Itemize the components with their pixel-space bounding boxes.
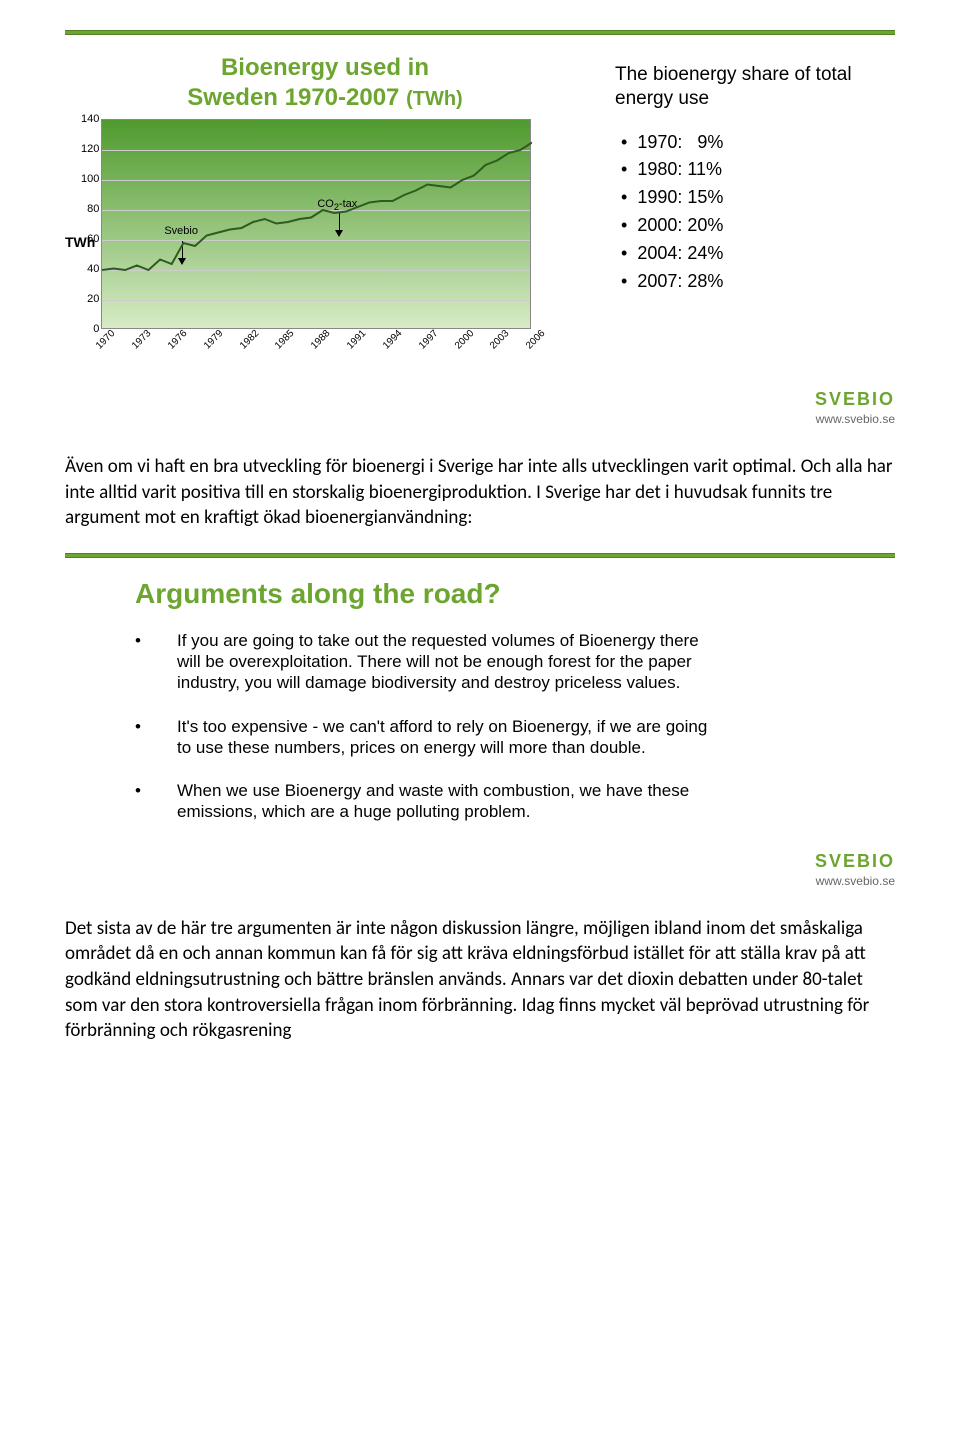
y-tick-label: 100 (81, 173, 99, 185)
arguments-title: Arguments along the road? (135, 578, 895, 610)
canvas-outer: Svebio CO2-tax 1970197319761979198219851… (101, 119, 531, 361)
chart-title-unit: (TWh) (406, 88, 463, 110)
share-bullet: 2004: 24% (621, 240, 895, 268)
chart-title-line1: Bioenergy used in (221, 54, 429, 81)
y-axis-ticks: 020406080100120140 (73, 119, 99, 329)
x-tick-label: 2006 (524, 328, 548, 352)
slide1-body: Bioenergy used in Sweden 1970-2007 (TWh)… (65, 53, 895, 361)
x-tick-label: 1994 (381, 328, 405, 352)
y-tick-label: 0 (93, 323, 99, 335)
chart-column: Bioenergy used in Sweden 1970-2007 (TWh)… (65, 53, 585, 361)
divider (65, 553, 895, 558)
x-tick-label: 1985 (273, 328, 297, 352)
share-column: The bioenergy share of total energy use … (585, 53, 895, 361)
x-tick-label: 2003 (488, 328, 512, 352)
y-tick-label: 40 (87, 263, 99, 275)
x-tick-label: 2000 (453, 328, 477, 352)
x-tick-label: 1979 (202, 328, 226, 352)
x-axis-ticks: 1970197319761979198219851988199119941997… (101, 331, 531, 361)
divider (65, 30, 895, 35)
x-tick-label: 1991 (345, 328, 369, 352)
slide-footer: SVEBIO www.svebio.se (65, 389, 895, 426)
paragraph-1: Även om vi haft en bra utveckling för bi… (65, 454, 895, 531)
slide-footer: SVEBIO www.svebio.se (65, 851, 895, 888)
slide-bioenergy-chart: Bioenergy used in Sweden 1970-2007 (TWh)… (65, 30, 895, 426)
share-bullet: 1990: 15% (621, 184, 895, 212)
y-tick-label: 120 (81, 143, 99, 155)
argument-item: It's too expensive - we can't afford to … (135, 716, 725, 759)
x-tick-label: 1976 (166, 328, 190, 352)
argument-item: If you are going to take out the request… (135, 630, 725, 694)
chart-box: 020406080100120140 Svebio CO2-tax (101, 119, 531, 361)
y-tick-label: 20 (87, 293, 99, 305)
svebio-logo: SVEBIO (65, 851, 895, 872)
x-tick-label: 1973 (130, 328, 154, 352)
svebio-url: www.svebio.se (65, 412, 895, 426)
svebio-url: www.svebio.se (65, 874, 895, 888)
share-bullet: 1970: 9% (621, 129, 895, 157)
chart-canvas: Svebio CO2-tax (101, 119, 531, 329)
share-title: The bioenergy share of total energy use (615, 63, 895, 111)
paragraph-2: Det sista av de här tre argumenten är in… (65, 916, 895, 1044)
chart-title-line2: Sweden 1970-2007 (187, 84, 399, 111)
slide-arguments: Arguments along the road? If you are goi… (65, 553, 895, 888)
x-tick-label: 1997 (417, 328, 441, 352)
x-tick-label: 1988 (309, 328, 333, 352)
share-bullet: 2000: 20% (621, 212, 895, 240)
argument-item: When we use Bioenergy and waste with com… (135, 780, 725, 823)
chart-title: Bioenergy used in Sweden 1970-2007 (TWh) (65, 53, 585, 113)
share-bullet: 1980: 11% (621, 156, 895, 184)
svebio-logo: SVEBIO (65, 389, 895, 410)
chart-wrap: TWh 020406080100120140 Svebio CO2-tax (65, 119, 585, 361)
y-tick-label: 60 (87, 233, 99, 245)
x-tick-label: 1982 (238, 328, 262, 352)
share-bullet: 2007: 28% (621, 268, 895, 296)
y-tick-label: 140 (81, 113, 99, 125)
share-bullet-list: 1970: 9%1980: 11%1990: 15%2000: 20%2004:… (615, 129, 895, 296)
argument-list: If you are going to take out the request… (65, 630, 895, 823)
y-tick-label: 80 (87, 203, 99, 215)
